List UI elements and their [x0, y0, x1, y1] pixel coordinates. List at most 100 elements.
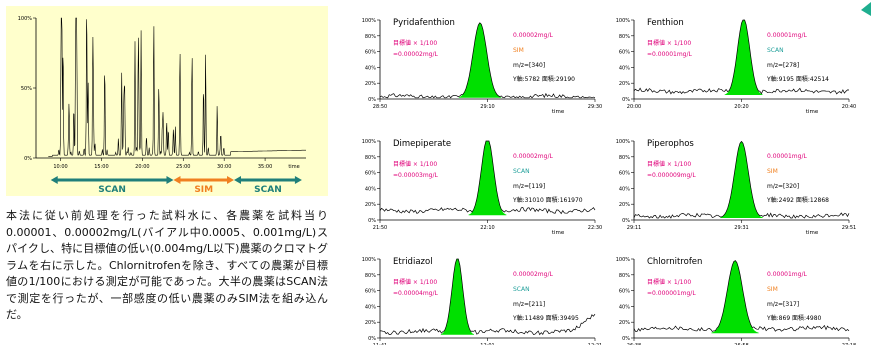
- y-tick-label: 100%: [362, 257, 377, 263]
- overview-chromatogram-panel: 100% 50% 0% 10:00 15:00 20:00 25:00 30:00 35:00 t…: [6, 6, 328, 196]
- overview-mode-arrow-left: [234, 176, 241, 184]
- overview-y-tick-label: 100%: [18, 16, 33, 22]
- mz-value: m/z=[278]: [767, 62, 799, 69]
- overview-trace-line: [48, 17, 306, 157]
- x-tick-label: 22:10: [480, 225, 494, 231]
- y-tick-label: 20%: [619, 81, 630, 87]
- mz-value: m/z=[119]: [513, 183, 545, 190]
- y-tick-label: 0%: [368, 97, 376, 103]
- spike-concentration: 0.00001mg/L: [767, 32, 807, 39]
- x-tick-label: 20:40: [842, 104, 856, 110]
- acquisition-mode: SIM: [513, 47, 524, 54]
- mz-value: m/z=[317]: [767, 301, 799, 308]
- x-tick-label: 20:20: [734, 104, 748, 110]
- target-label: 目標値 × 1/100: [393, 278, 437, 286]
- target-value: =0.00003mg/L: [393, 172, 439, 179]
- trace-line: [379, 22, 596, 99]
- overview-x-tick-label: 10:00: [53, 164, 67, 170]
- spike-concentration: 0.00002mg/L: [513, 153, 553, 160]
- y-tick-label: 40%: [365, 65, 376, 71]
- y-tick-label: 100%: [616, 139, 631, 145]
- y-tick-label: 40%: [365, 186, 376, 192]
- y-tick-label: 60%: [619, 289, 630, 295]
- x-axis-label: time: [806, 109, 819, 115]
- acquisition-mode: SCAN: [513, 286, 530, 293]
- chromatogram-svg: 100% 80% 60% 40% 20% 0%28:50 29:10 29:30 time Pyr…: [362, 18, 603, 115]
- overview-mode-arrow-right: [227, 176, 234, 184]
- compound-name: Etridiazol: [393, 257, 433, 267]
- chromatogram-svg: 100% 80% 60% 40% 20% 0%29:11 29:31 29:51 time Pip…: [616, 139, 857, 236]
- y-tick-label: 60%: [365, 171, 376, 177]
- x-tick-label: 20:00: [627, 104, 641, 110]
- trace-line: [633, 260, 850, 332]
- compound-name: Piperophos: [647, 139, 694, 149]
- spike-concentration: 0.00001mg/L: [767, 153, 807, 160]
- y-tick-label: 100%: [362, 18, 377, 24]
- y-tick-label: 40%: [619, 186, 630, 192]
- trace-line: [633, 19, 850, 95]
- overview-mode-arrow-right: [166, 176, 174, 184]
- target-value: =0.00004mg/L: [393, 290, 439, 297]
- target-label: 目標値 × 1/100: [647, 39, 691, 47]
- chromatogram-svg: 100%80%60%40%20%0%26:3826:5827:18timeChl…: [616, 257, 857, 345]
- target-label: 目標値 × 1/100: [647, 278, 691, 286]
- y-tick-label: 40%: [619, 304, 630, 310]
- mz-value: m/z=[320]: [767, 183, 799, 190]
- target-value: =0.00002mg/L: [393, 51, 439, 58]
- y-tick-label: 60%: [619, 50, 630, 56]
- x-tick-label: 12:01: [480, 343, 494, 345]
- overview-chromatogram: 100% 50% 0% 10:00 15:00 20:00 25:00 30:00 35:00 t…: [18, 16, 306, 195]
- y-tick-label: 80%: [365, 273, 376, 279]
- x-tick-label: 29:11: [627, 225, 641, 231]
- spike-concentration: 0.00002mg/L: [513, 32, 553, 39]
- y-tick-label: 100%: [616, 18, 631, 24]
- overview-x-tick-label: 20:00: [135, 164, 149, 170]
- overview-mode-arrow-left: [173, 176, 181, 184]
- chromatogram-panel-dimepiperate: 100% 80% 60% 40% 20% 0% 21:50 22:10 22:30 time Dim…: [352, 129, 603, 236]
- trace-line: [633, 140, 850, 219]
- y-tick-label: 20%: [365, 320, 376, 326]
- peak-area: [468, 141, 507, 216]
- y-tick-label: 80%: [619, 155, 630, 161]
- x-tick-label: 28:50: [373, 104, 387, 110]
- y-tick-label: 20%: [365, 81, 376, 87]
- overview-mode-arrow-left: [50, 176, 58, 184]
- mz-value: m/z=[340]: [513, 62, 545, 69]
- compound-name: Fenthion: [647, 18, 684, 28]
- y-tick-label: 0%: [622, 97, 630, 103]
- overview-mode-label: SCAN: [254, 185, 282, 195]
- peak-area: [720, 141, 763, 218]
- y-tick-label: 20%: [619, 202, 630, 208]
- chromatogram-svg: 100%80%60%40%20%0%11:4112:0112:21timeEtr…: [362, 257, 603, 345]
- chromatogram-panel-pyridafenthion: 100% 80% 60% 40% 20% 0% 28:50 29:10 29:30 time Pyr…: [352, 8, 603, 115]
- peak-area: [724, 20, 763, 95]
- overview-x-tick-label: 15:00: [94, 164, 108, 170]
- compound-name: Chlornitrofen: [647, 257, 702, 267]
- target-label: 目標値 × 1/100: [393, 39, 437, 47]
- x-tick-label: 11:41: [373, 343, 387, 345]
- peak-stats: Y軸:11489 面積:39495: [512, 314, 579, 322]
- y-tick-label: 80%: [365, 34, 376, 40]
- overview-mode-label: SCAN: [98, 185, 126, 195]
- target-value: =0.000009mg/L: [647, 172, 696, 179]
- x-tick-label: 29:51: [842, 225, 856, 231]
- x-tick-label: 29:31: [734, 225, 748, 231]
- overview-mode-arrow-right: [294, 176, 302, 184]
- target-label: 目標値 × 1/100: [647, 160, 691, 168]
- trace-line: [379, 140, 596, 215]
- y-tick-label: 0%: [368, 336, 376, 342]
- compound-name: Dimepiperate: [393, 139, 451, 149]
- x-axis-label: time: [552, 109, 565, 115]
- overview-x-tick-label: 30:00: [217, 164, 231, 170]
- chromatogram-svg: 100% 80% 60% 40% 20% 0%20:00 20:20 20:40 time Fen…: [616, 18, 857, 115]
- peak-stats: Y軸:869 面積:4980: [766, 314, 822, 322]
- y-tick-label: 100%: [616, 257, 631, 263]
- spike-concentration: 0.00002mg/L: [513, 271, 553, 278]
- peak-stats: Y軸:2492 面積:12868: [766, 196, 829, 204]
- peak-stats: Y軸:9195 面積:42514: [766, 75, 829, 83]
- y-tick-label: 100%: [362, 139, 377, 145]
- y-tick-label: 60%: [619, 171, 630, 177]
- trace-line: [380, 258, 596, 336]
- chromatogram-panel-chlornitrofen: 100%80%60%40%20%0%26:3826:5827:18timeChl…: [606, 247, 857, 345]
- x-tick-label: 29:10: [480, 104, 494, 110]
